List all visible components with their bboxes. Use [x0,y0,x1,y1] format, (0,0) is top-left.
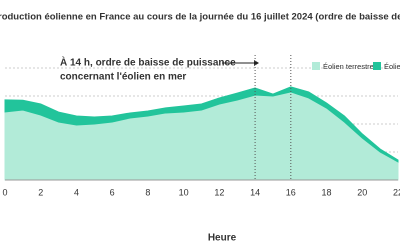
x-tick-label: 14 [250,187,260,197]
x-tick-label: 18 [322,187,332,197]
legend-label: Éolien terrestre [323,62,374,71]
legend-swatch [312,62,320,70]
area [4,86,399,163]
legend-swatch [373,62,381,70]
x-tick-label: 20 [357,187,367,197]
x-tick-label: 16 [286,187,296,197]
annotation: concernant l'éolien en mer [60,72,186,83]
annotation-arrowhead [254,60,259,66]
x-tick-label: 4 [74,187,79,197]
legend-label: Éolie [384,62,400,71]
x-tick-label: 6 [110,187,115,197]
x-tick-label: 10 [179,187,189,197]
x-tick-label: 22 [393,187,400,197]
annotation: À 14 h, ordre de baisse de puissance [60,56,236,69]
x-tick-label: 0 [2,187,7,197]
x-tick-label: 12 [214,187,224,197]
chart-title: roduction éolienne en France au cours de… [0,12,400,23]
x-tick-label: 2 [38,187,43,197]
x-tick-label: 8 [145,187,150,197]
x-axis-label: Heure [208,233,237,244]
